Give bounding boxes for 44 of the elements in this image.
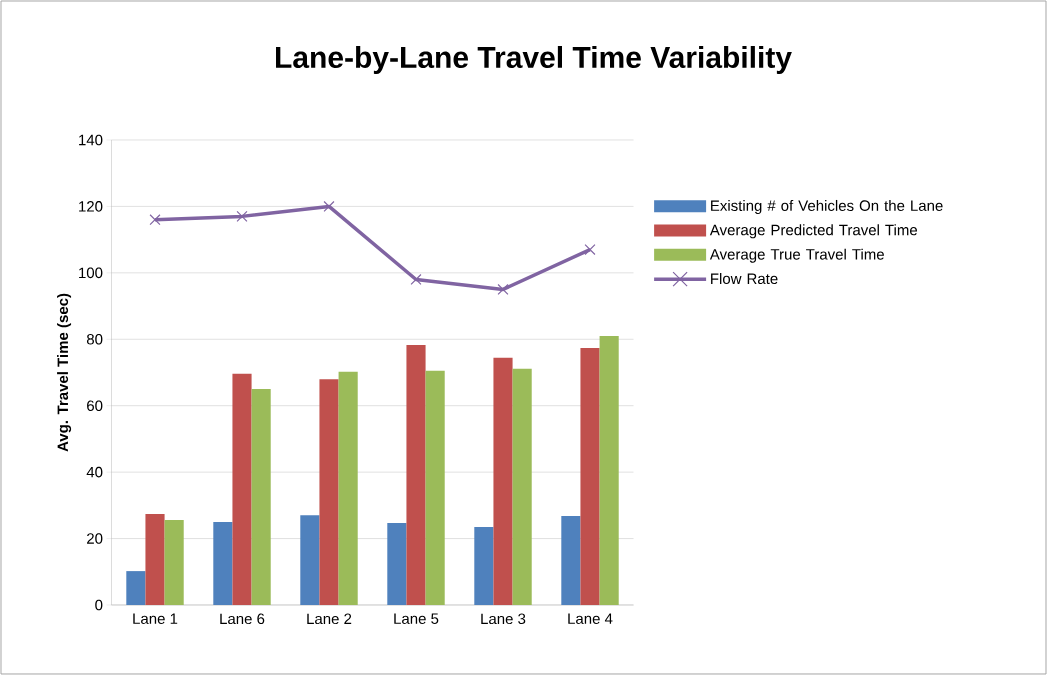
x-tick-label: Lane 5 bbox=[394, 613, 439, 624]
bar bbox=[580, 347, 600, 605]
bar bbox=[251, 389, 271, 605]
bar bbox=[319, 379, 339, 605]
legend-label: Average True Travel Time bbox=[709, 248, 884, 263]
y-tick-label: 100 bbox=[79, 267, 103, 279]
y-axis-title: Avg. Travel Time (sec) bbox=[57, 293, 72, 452]
x-tick-label: Lane 1 bbox=[133, 613, 178, 624]
x-tick-label: Lane 3 bbox=[481, 613, 526, 625]
point bbox=[236, 210, 248, 222]
y-tick-label: 60 bbox=[87, 400, 103, 411]
point bbox=[410, 273, 422, 286]
legend-label: Average Predicted Travel Time bbox=[709, 224, 918, 239]
y-tick-label: 80 bbox=[86, 333, 103, 345]
bar bbox=[406, 344, 426, 605]
bar bbox=[599, 335, 619, 605]
y-tick-label: 140 bbox=[79, 134, 103, 146]
y-tick-label: 120 bbox=[79, 201, 103, 212]
y-tick-label: 0 bbox=[95, 599, 103, 611]
bar bbox=[561, 515, 581, 605]
bar bbox=[126, 571, 146, 605]
point bbox=[497, 283, 509, 295]
x-tick-label: Lane 6 bbox=[220, 613, 265, 625]
bar bbox=[338, 371, 358, 605]
legend-label: Flow Rate bbox=[711, 273, 778, 285]
bar bbox=[145, 513, 165, 605]
bar bbox=[164, 519, 184, 605]
bar bbox=[213, 521, 233, 605]
x-tick-label: Lane 4 bbox=[568, 613, 613, 624]
y-tick-label: 20 bbox=[87, 533, 103, 544]
bar bbox=[493, 357, 513, 605]
y-tick-label: 40 bbox=[86, 466, 103, 478]
bar bbox=[474, 526, 494, 605]
bar bbox=[387, 522, 407, 605]
chart-title: Lane-by-Lane Travel Time Variability bbox=[276, 46, 792, 74]
point bbox=[323, 200, 335, 212]
bar bbox=[425, 370, 445, 605]
x-tick-label: Lane 2 bbox=[307, 613, 352, 625]
bar bbox=[300, 515, 320, 605]
legend-label: Existing # of Vehicles On the Lane bbox=[711, 199, 943, 214]
point bbox=[149, 214, 161, 226]
bar bbox=[232, 373, 252, 605]
bar bbox=[512, 368, 532, 605]
point bbox=[584, 244, 596, 256]
